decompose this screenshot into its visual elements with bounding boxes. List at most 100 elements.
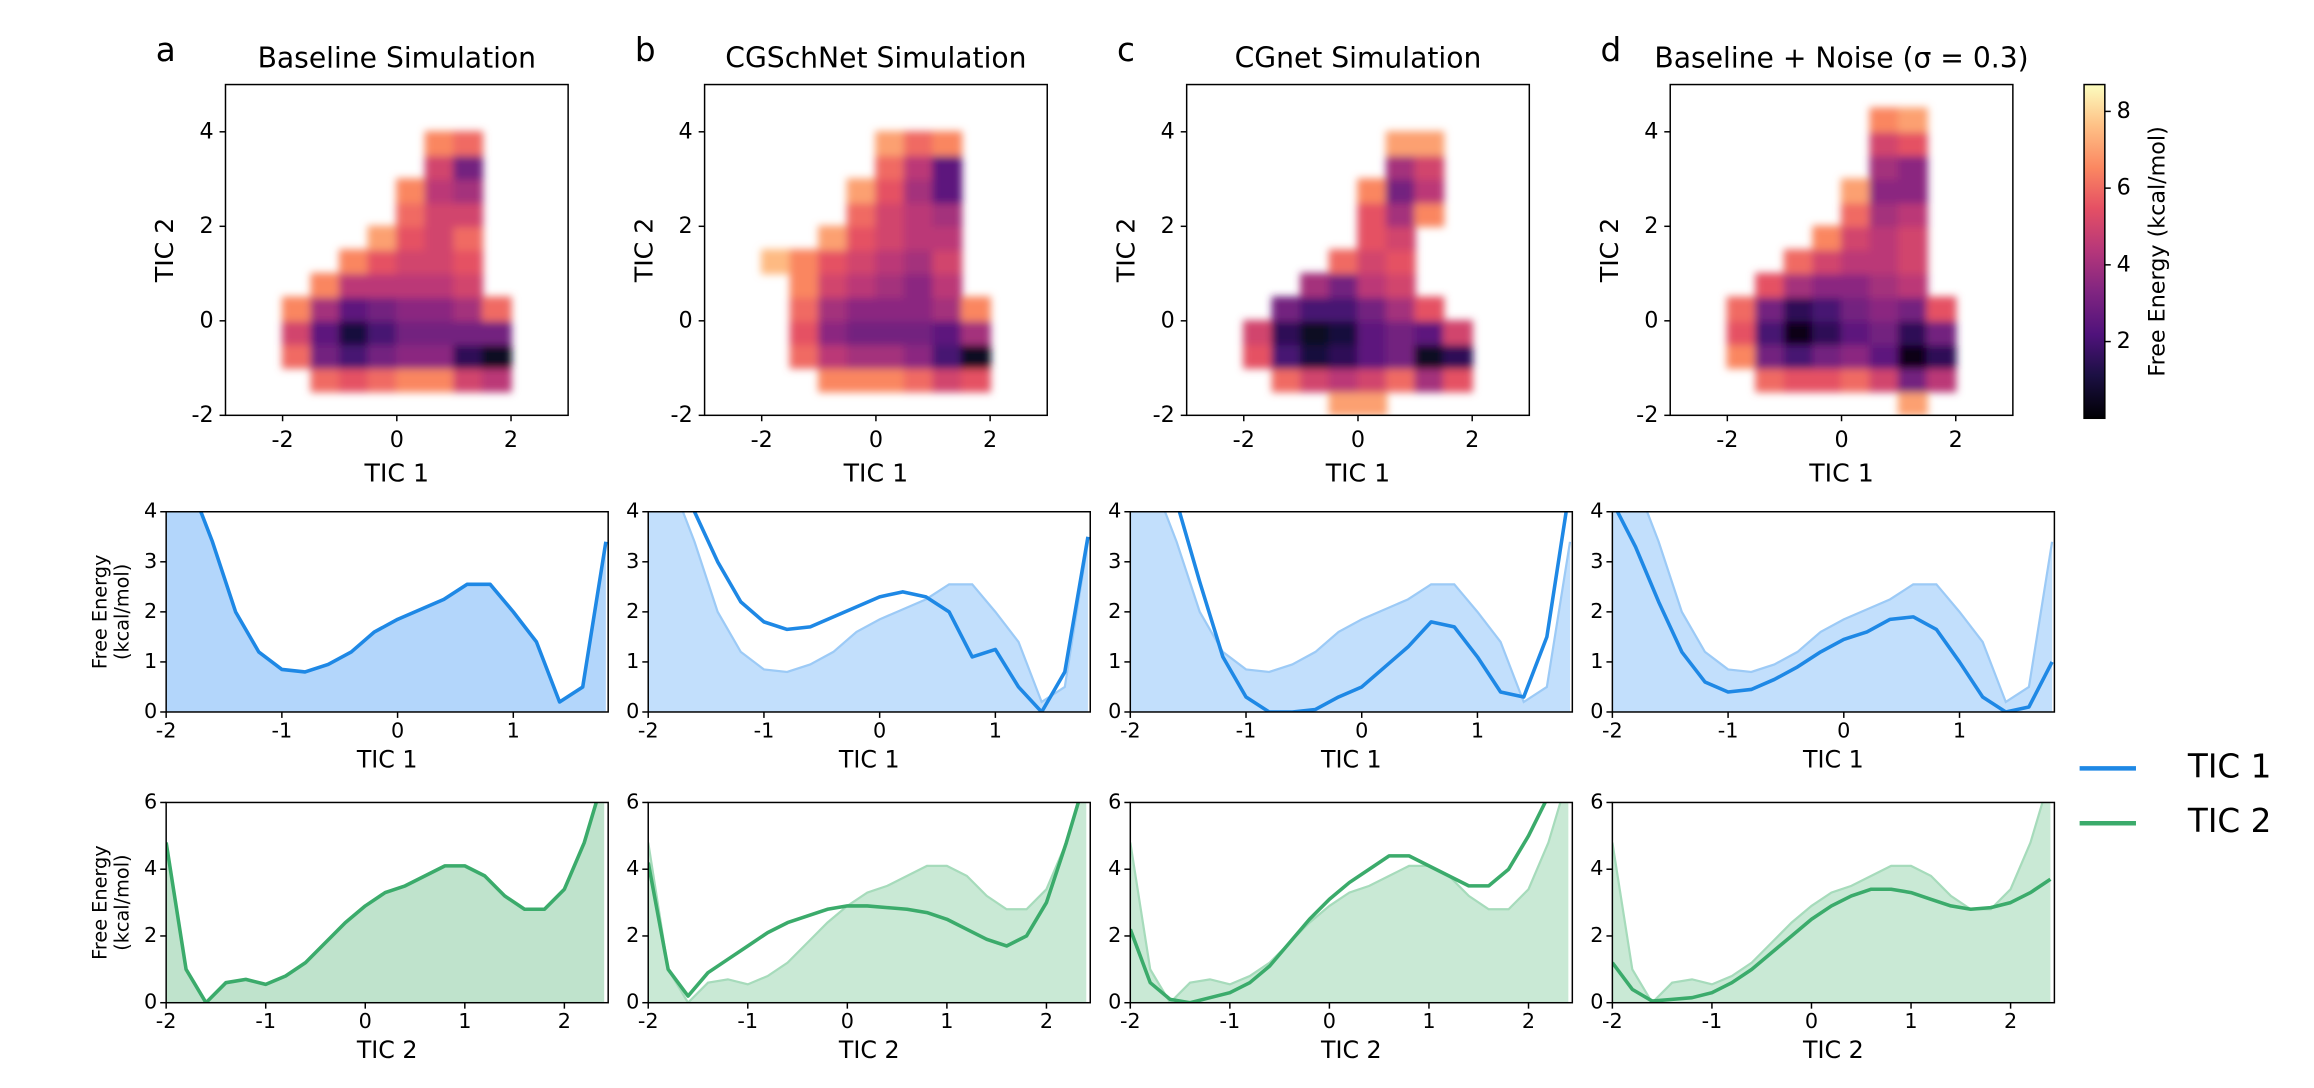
x-tick-label: 0: [1351, 427, 1365, 453]
heatmap-area: [1243, 131, 1473, 416]
heatmap-cell: [453, 249, 484, 275]
x-tick-label: 0: [1323, 1009, 1336, 1033]
heatmap-cell: [846, 272, 877, 298]
heatmap-cell: [396, 249, 427, 275]
heatmap-area: [760, 131, 991, 393]
axes-frame: [1129, 801, 1574, 1004]
heatmap-cell: [1926, 343, 1957, 369]
heatmap-cell: [1414, 343, 1445, 369]
heatmap-cell: [932, 249, 963, 275]
heatmap-cell: [338, 343, 369, 369]
heatmap-cell: [453, 201, 484, 228]
heatmap-cell: [1869, 107, 1900, 133]
heatmap-cell: [1271, 296, 1302, 322]
heatmap-area: [1726, 107, 1957, 416]
x-tick-label: 2: [1465, 427, 1479, 453]
heatmap-cell: [1926, 367, 1957, 393]
reference-area: [648, 511, 1088, 712]
x-tick-label: 1: [458, 1009, 471, 1033]
x-tick-label: -2: [1233, 427, 1255, 453]
heatmap-cell: [1812, 225, 1843, 251]
heatmap-cell: [1271, 320, 1302, 346]
y-tick-label: 4: [1590, 856, 1603, 880]
heatmap-cells: [1243, 131, 1473, 416]
heatmap-cell: [903, 343, 934, 369]
heatmap-cell: [789, 272, 820, 298]
y-tick-label: 2: [1644, 213, 1658, 239]
x-tick-label: 2: [1522, 1009, 1535, 1033]
x-tick-label: 2: [1040, 1009, 1053, 1033]
series-line: [1615, 511, 2054, 712]
x-tick-label: -1: [1220, 1009, 1241, 1033]
colorbar-tick-label: 4: [2117, 251, 2131, 277]
heatmap-cells: [760, 131, 991, 393]
heatmap-cell: [1869, 154, 1900, 180]
y-tick-label: 2: [199, 213, 213, 239]
heatmap-cell: [1812, 343, 1843, 369]
reference-area: [648, 802, 1087, 1003]
heatmap-cell: [1897, 178, 1928, 204]
heatmap-cell: [1869, 201, 1900, 228]
heatmap-cell: [1357, 343, 1388, 369]
heatmap-cell: [424, 272, 455, 298]
heatmap-cell: [1869, 249, 1900, 275]
x-tick-label: 2: [2004, 1009, 2017, 1033]
heatmap-cell: [338, 320, 369, 346]
heatmap-cell: [1300, 296, 1331, 322]
plot-area: [1130, 802, 1569, 1003]
heatmap-cell: [396, 178, 427, 204]
heatmap-cell: [1869, 296, 1900, 322]
panel-label: d: [1601, 31, 1622, 69]
heatmap-cell: [338, 296, 369, 322]
heatmap-cell: [1726, 320, 1757, 346]
x-tick-label: -2: [272, 427, 294, 453]
x-axis-label: TIC 1: [356, 745, 418, 773]
y-tick-label: 6: [1590, 789, 1603, 813]
heatmap-cell: [960, 343, 991, 369]
y-tick-label: 2: [626, 599, 639, 623]
heatmap-cell: [453, 178, 484, 204]
heatmap-cell: [932, 201, 963, 228]
heatmap-cell: [1442, 343, 1473, 369]
heatmap-cell: [396, 225, 427, 251]
x-axis-label: TIC 1: [1325, 459, 1390, 488]
x-tick-label: 2: [504, 427, 518, 453]
heatmap-cell: [818, 320, 849, 346]
heatmap-cell: [875, 367, 906, 393]
plot-area: [166, 802, 605, 1003]
x-tick-label: -2: [751, 427, 773, 453]
series-line: [692, 511, 1090, 712]
axes-frame: [647, 801, 1091, 1004]
heatmap-cell: [789, 320, 820, 346]
heatmap-cell: [875, 249, 906, 275]
heatmap-cell: [818, 343, 849, 369]
y-tick-label: 3: [144, 549, 157, 573]
heatmap-cell: [846, 367, 877, 393]
x-tick-label: 2: [1949, 427, 1963, 453]
heatmap-cell: [1442, 320, 1473, 346]
y-axis-label: (kcal/mol): [111, 564, 134, 660]
heatmap-cell: [960, 296, 991, 322]
heatmap-cell: [1243, 320, 1274, 346]
heatmap-cell: [1385, 154, 1416, 180]
heatmap-cell: [903, 225, 934, 251]
heatmap-cell: [1840, 367, 1871, 393]
heatmap-cell: [367, 225, 398, 251]
heatmap-cell: [932, 131, 963, 157]
heatmap-cell: [338, 272, 369, 298]
heatmap-cell: [1840, 272, 1871, 298]
heatmap-cell: [1897, 390, 1928, 416]
heatmap-cell: [1357, 201, 1388, 228]
heatmap-cell: [1726, 343, 1757, 369]
heatmap-cell: [903, 367, 934, 393]
axes-frame: [165, 801, 609, 1004]
y-tick-label: 4: [626, 856, 639, 880]
y-tick-label: 0: [626, 990, 639, 1014]
heatmap-cell: [453, 296, 484, 322]
x-tick-label: -2: [1120, 1009, 1141, 1033]
heatmap-cell: [1414, 296, 1445, 322]
reference-area: [1130, 802, 1569, 1003]
heatmap-cell: [1897, 154, 1928, 180]
heatmap-cell: [1357, 296, 1388, 322]
x-tick-label: 1: [989, 718, 1002, 742]
